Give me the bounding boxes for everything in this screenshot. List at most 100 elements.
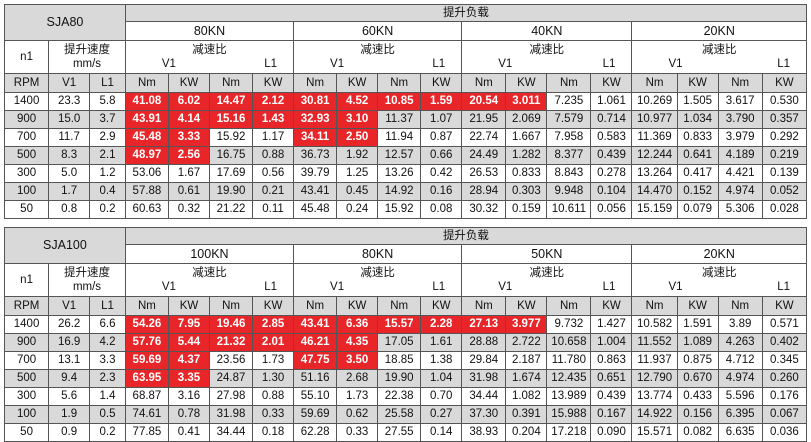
table-cell: 3.617 [717, 92, 763, 111]
table-cell: 11.369 [631, 128, 678, 147]
table-cell: 0.2 [89, 200, 126, 219]
table-cell: 43.91 [124, 110, 169, 129]
table-cell: 4.52 [336, 92, 379, 111]
table-cell: 10.582 [631, 315, 678, 334]
table-cell: 3.50 [336, 351, 379, 370]
table-cell: 0.204 [505, 423, 548, 442]
table-cell: 1.92 [336, 146, 379, 165]
table-cell: 0.036 [761, 423, 808, 442]
table-cell: 50 [3, 423, 50, 442]
ratio-v1-label: V1 [161, 281, 176, 293]
table-row: 300 5.6 1.4 68.87 3.16 27.98 0.88 55.10 1.73 22.3… [3, 387, 808, 406]
table-cell: 5.596 [717, 387, 763, 406]
table-cell: 0.651 [590, 369, 633, 388]
table-cell: 30.32 [461, 200, 507, 219]
ratio-l1-label: L1 [432, 58, 446, 70]
nm-unit: Nm [208, 296, 254, 316]
table-cell: 21.32 [208, 333, 254, 352]
table-cell: 6.635 [717, 423, 763, 442]
table-cell: 0.167 [590, 405, 633, 424]
table-cell: 43.41 [293, 182, 338, 201]
table-cell: 1.004 [590, 333, 633, 352]
table-cell: 0.88 [252, 387, 295, 406]
table-cell: 300 [3, 164, 50, 183]
l1-label: L1 [89, 73, 126, 93]
table-cell: 4.37 [167, 351, 210, 370]
table-cell: 24.87 [208, 369, 254, 388]
table-cell: 11.937 [631, 351, 678, 370]
table-cell: 28.88 [461, 333, 507, 352]
table-cell: 1.67 [167, 164, 210, 183]
table-cell: 11.94 [377, 128, 422, 147]
table-cell: 0.583 [590, 128, 633, 147]
table-cell: 0.571 [761, 315, 808, 334]
table-cell: 3.35 [167, 369, 210, 388]
table-cell: 0.32 [167, 200, 210, 219]
table-cell: 60.63 [124, 200, 169, 219]
l1-label: L1 [89, 296, 126, 316]
table-cell: 10.977 [631, 110, 678, 129]
table-row: 50 0.9 0.2 77.85 0.41 34.44 0.18 62.28 0.33 27.55… [3, 423, 808, 442]
table-cell: 0.391 [505, 405, 548, 424]
table-cell: 4.2 [89, 333, 126, 352]
table-cell: 2.12 [252, 92, 295, 111]
table-cell: 29.84 [461, 351, 507, 370]
table-cell: 13.774 [631, 387, 678, 406]
v1-label: V1 [48, 296, 91, 316]
table-cell: 3.10 [336, 110, 379, 129]
table-cell: 15.92 [208, 128, 254, 147]
table-cell: 1.43 [252, 110, 295, 129]
table-cell: 1.59 [420, 92, 463, 111]
table-cell: 14.922 [631, 405, 678, 424]
table-cell: 25.58 [377, 405, 422, 424]
table-cell: 0.4 [89, 182, 126, 201]
table-cell: 62.28 [293, 423, 338, 442]
table-cell: 7.235 [546, 92, 592, 111]
table-cell: 26.53 [461, 164, 507, 183]
table-cell: 1.73 [336, 387, 379, 406]
ratio-label: 减速比 [701, 267, 737, 279]
table-cell: 68.87 [124, 387, 169, 406]
table-cell: 2.85 [252, 315, 295, 334]
table-cell: 28.94 [461, 182, 507, 201]
ratio-v1-label: V1 [668, 58, 683, 70]
table-cell: 45.48 [293, 200, 338, 219]
load-header: 80KN [293, 244, 463, 264]
table-cell: 41.08 [124, 92, 169, 111]
table-cell: 1.38 [420, 351, 463, 370]
table-cell: 20.54 [461, 92, 507, 111]
speed-header: 提升速度 mm/s [48, 40, 126, 74]
table-cell: 4.421 [717, 164, 763, 183]
n1-label: n1 [3, 40, 50, 74]
kw-unit: KW [420, 296, 463, 316]
load-row: 100KN 80KN 50KN 20KN [5, 244, 807, 264]
ratio-label: 减速比 [529, 44, 565, 56]
table-cell: 1.061 [590, 92, 633, 111]
table-cell: 2.28 [420, 315, 463, 334]
table-cell: 900 [3, 110, 50, 129]
table-cell: 16.9 [48, 333, 91, 352]
table-row: 300 5.0 1.2 53.06 1.67 17.69 0.56 39.79 1.25 13.2… [3, 164, 808, 183]
table-cell: 0.833 [676, 128, 719, 147]
table-cell: 10.85 [377, 92, 422, 111]
table-cell: 4.712 [717, 351, 763, 370]
nm-unit: Nm [377, 296, 422, 316]
table-cell: 11.552 [631, 333, 678, 352]
table-cell: 6.6 [89, 315, 126, 334]
table-cell: 0.42 [420, 164, 463, 183]
table-cell: 27.98 [208, 387, 254, 406]
table-cell: 0.863 [590, 351, 633, 370]
table-cell: 0.417 [676, 164, 719, 183]
table-cell: 4.974 [717, 369, 763, 388]
table-cell: 17.69 [208, 164, 254, 183]
table-cell: 21.22 [208, 200, 254, 219]
table-cell: 63.95 [124, 369, 169, 388]
table-cell: 15.988 [546, 405, 592, 424]
table-cell: 0.159 [505, 200, 548, 219]
ratio-label: 减速比 [192, 267, 227, 279]
table-cell: 4.974 [717, 182, 763, 201]
ratio-v1-label: V1 [330, 281, 345, 293]
table-cell: 0.641 [676, 146, 719, 165]
table-cell: 15.57 [377, 315, 422, 334]
ratio-label: 减速比 [360, 44, 395, 56]
